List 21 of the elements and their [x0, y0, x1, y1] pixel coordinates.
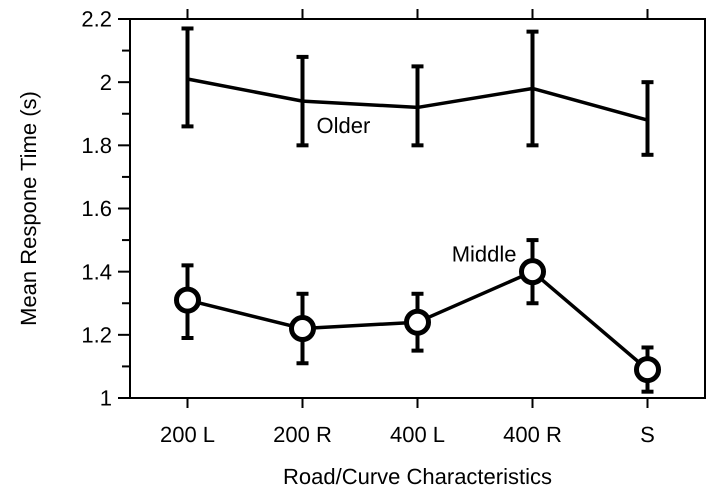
series-label: Older: [316, 113, 370, 138]
y-tick-label: 2: [100, 70, 112, 95]
y-tick-label: 2.2: [81, 6, 112, 32]
point: [174, 286, 201, 314]
point: [519, 258, 546, 286]
y-tick-label: 1.2: [81, 322, 112, 348]
x-tick-label: 400 R: [503, 422, 562, 447]
x-tick-label: S: [640, 422, 655, 447]
x-tick-label: 200 R: [273, 422, 332, 447]
point: [289, 315, 316, 342]
series-label: Middle: [452, 242, 516, 267]
y-tick-label: 1: [100, 386, 112, 411]
y-tick-label: 1.6: [81, 196, 112, 222]
x-tick-label: 400 L: [390, 422, 446, 447]
y-axis-title: Mean Respone Time (s): [16, 91, 41, 326]
point: [634, 356, 661, 384]
point: [404, 308, 431, 336]
x-tick-label: 200 L: [160, 422, 216, 447]
y-tick-label: 1.8: [81, 133, 112, 158]
x-axis-title: Road/Curve Characteristics: [283, 464, 552, 489]
y-tick-label: 1.4: [81, 259, 112, 284]
